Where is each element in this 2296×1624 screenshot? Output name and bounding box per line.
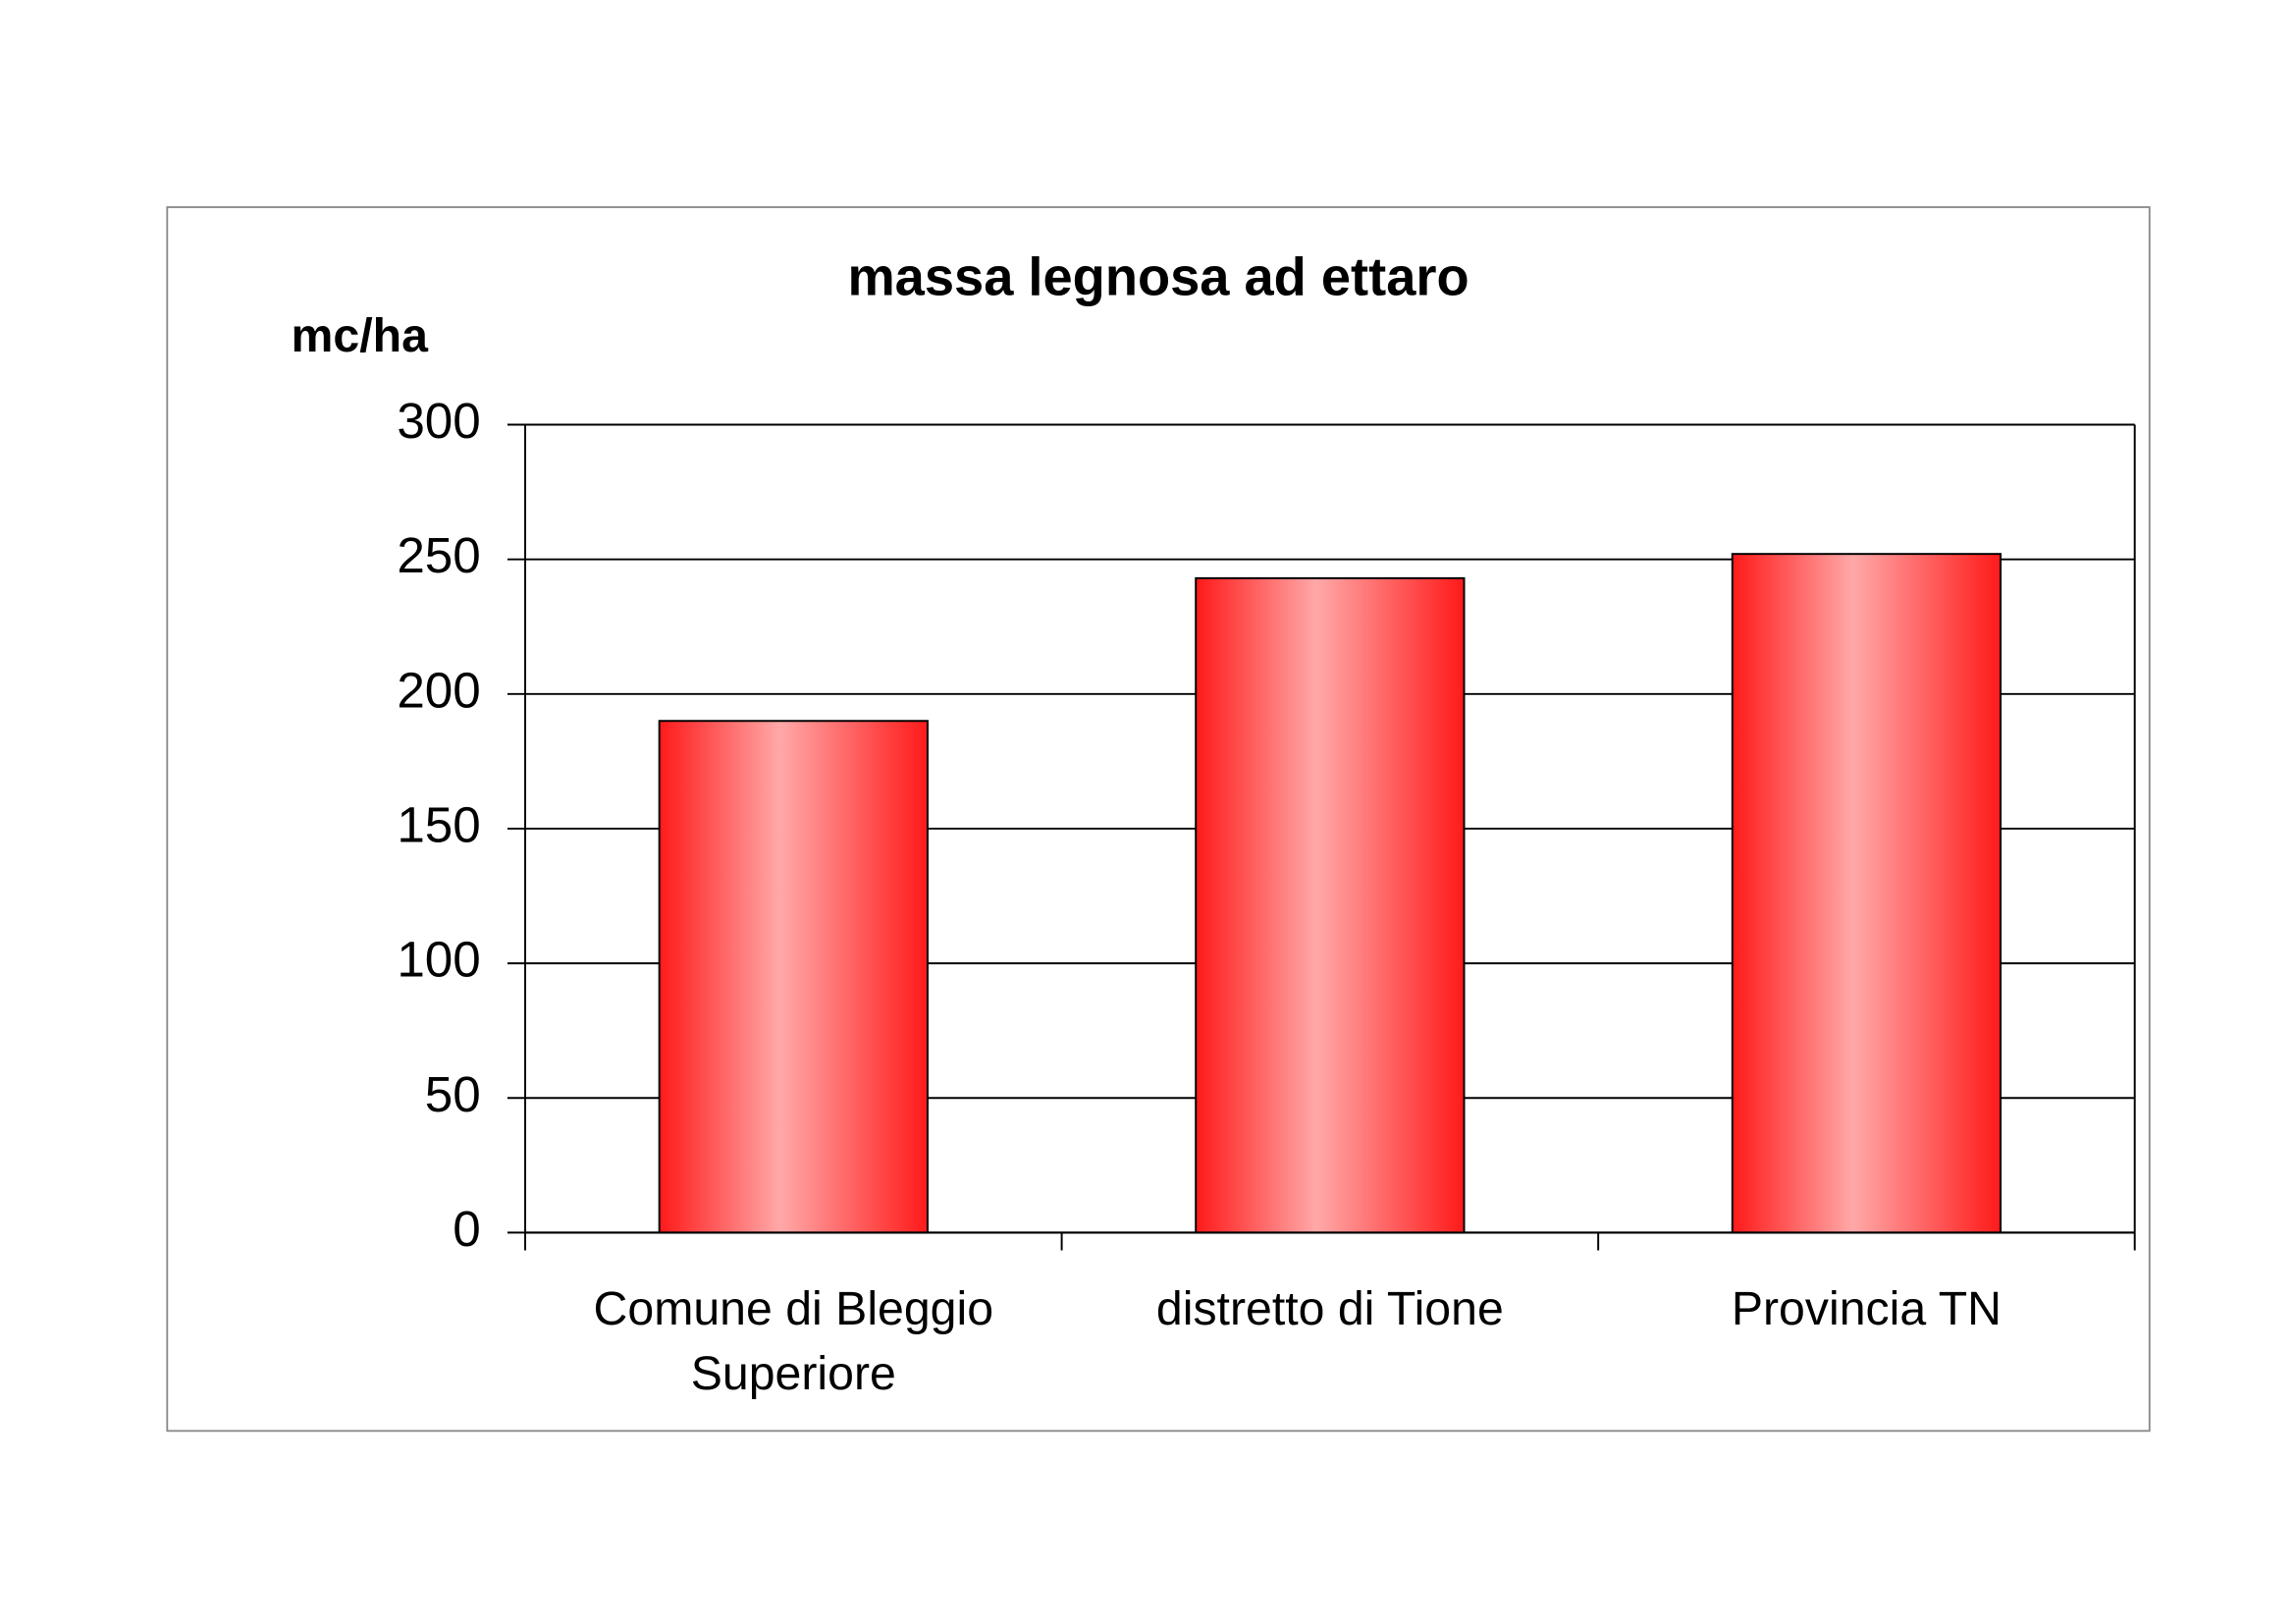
x-label-box: Provincia TN <box>1731 1281 2002 1335</box>
x-tick-label: Comune di Bleggio Superiore <box>593 1281 994 1400</box>
x-label-box: distretto di Tione <box>1155 1281 1504 1335</box>
x-label-box: Comune di Bleggio Superiore <box>593 1281 994 1400</box>
y-tick-label: 200 <box>397 662 480 718</box>
y-tick-label: 250 <box>397 527 480 583</box>
chart-title: massa legnosa ad ettaro <box>847 248 1468 307</box>
x-tick-label: distretto di Tione <box>1155 1281 1504 1335</box>
y-tick-label: 300 <box>397 393 480 449</box>
y-tick-label: 100 <box>397 932 480 988</box>
bar <box>1195 576 1466 1234</box>
y-tick-label: 0 <box>453 1201 481 1257</box>
bar <box>658 720 929 1234</box>
bar <box>1731 553 2002 1234</box>
y-tick-label: 50 <box>425 1066 481 1122</box>
y-axis-label: mc/ha <box>292 309 430 362</box>
y-tick-label: 150 <box>397 796 480 852</box>
x-tick-label: Provincia TN <box>1731 1281 2002 1335</box>
